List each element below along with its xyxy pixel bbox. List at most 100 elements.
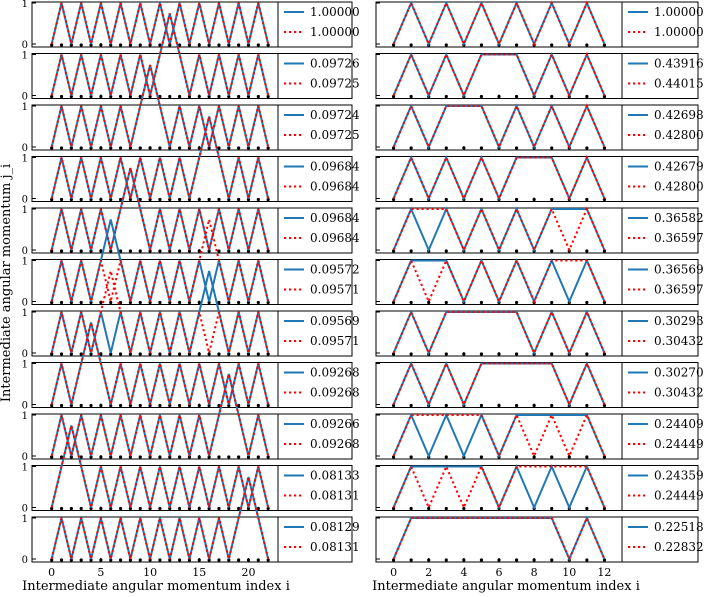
y-tick-label: 0	[22, 555, 28, 566]
index-dot	[178, 506, 182, 511]
index-dot	[444, 94, 448, 99]
series-line-dotted	[392, 154, 606, 202]
index-dot	[514, 300, 519, 305]
index-dot	[207, 197, 211, 202]
legend-frame	[621, 1, 699, 48]
index-dot	[158, 146, 162, 150]
index-dot	[427, 558, 431, 562]
index-dot	[237, 506, 241, 511]
index-dot	[178, 94, 182, 99]
index-dot	[50, 249, 54, 253]
legend-label-solid: 0.22518	[654, 520, 704, 534]
index-dot	[79, 43, 83, 47]
legend-label-dotted: 0.42800	[654, 180, 704, 194]
index-dot	[585, 558, 589, 562]
index-dot	[50, 352, 54, 356]
index-dot	[217, 352, 221, 356]
index-dot	[409, 94, 413, 99]
index-dot	[550, 43, 554, 47]
index-dot	[237, 197, 241, 202]
index-dot	[158, 352, 162, 356]
index-dot	[237, 249, 241, 253]
index-dot	[50, 197, 54, 202]
y-tick-label: 0	[22, 452, 28, 463]
index-dot	[158, 197, 162, 202]
index-dot	[217, 43, 221, 47]
index-dot	[217, 249, 221, 253]
index-dot	[444, 300, 448, 305]
index-dot	[197, 300, 201, 305]
index-dot	[462, 146, 466, 150]
index-dot	[50, 146, 54, 150]
index-dot	[444, 352, 448, 356]
index-dot	[79, 146, 83, 150]
index-dot	[514, 43, 519, 47]
right-x-axis-label: Intermediate angular momentum index i	[372, 579, 640, 594]
y-tick-label: 1	[22, 308, 28, 319]
y-tick-label: 1	[22, 0, 28, 10]
index-dot	[409, 455, 413, 459]
index-dot	[59, 506, 64, 511]
series-line-solid	[50, 476, 270, 560]
index-dot	[444, 403, 448, 408]
index-dot	[138, 249, 142, 253]
legend-label-dotted: 0.09571	[310, 283, 360, 297]
index-dot	[497, 558, 501, 562]
index-dot	[409, 146, 413, 150]
legend-label-solid: 0.09569	[310, 314, 360, 328]
x-tick-label: 4	[460, 566, 467, 579]
y-tick-label: 1	[22, 102, 28, 113]
index-dot	[138, 558, 142, 562]
legend-label-solid: 0.30293	[654, 314, 704, 328]
index-dot	[479, 403, 484, 408]
legend-label-solid: 0.09268	[310, 366, 360, 380]
y-tick-label: 0	[22, 143, 28, 154]
legend-frame	[277, 362, 353, 408]
index-dot	[266, 197, 270, 202]
legend-frame	[621, 207, 699, 254]
index-dot	[585, 352, 589, 356]
legend-label-solid: 0.08133	[310, 469, 360, 483]
index-dot	[118, 403, 123, 408]
legend-label-dotted: 0.36597	[654, 283, 704, 297]
y-axis-label: Intermediate angular momentum j_i	[0, 164, 14, 402]
index-dot	[256, 403, 260, 408]
index-dot	[444, 558, 448, 562]
index-dot	[532, 197, 536, 202]
series-line-solid	[50, 270, 270, 354]
index-dot	[462, 506, 466, 511]
index-dot	[217, 94, 221, 99]
index-dot	[266, 506, 270, 511]
index-dot	[50, 506, 54, 511]
legend-label-solid: 0.42698	[654, 108, 704, 122]
index-dot	[197, 197, 201, 202]
legend-label-dotted: 0.24449	[654, 489, 704, 503]
legend-frame	[621, 259, 699, 305]
panel-right-10: 0.22518 0.22832 0 2 4 6 8 10 12	[375, 515, 704, 579]
index-dot	[59, 43, 64, 47]
index-dot	[138, 506, 142, 511]
index-dot	[197, 352, 201, 356]
index-dot	[585, 94, 589, 99]
index-dot	[197, 43, 201, 47]
x-tick-label: 8	[531, 566, 538, 579]
index-dot	[168, 94, 172, 99]
legend-frame	[621, 53, 699, 99]
index-dot	[178, 146, 182, 150]
index-dot	[532, 558, 536, 562]
index-dot	[567, 455, 571, 459]
legend-label-dotted: 0.22832	[654, 540, 704, 554]
y-tick-label: 0	[22, 246, 28, 257]
index-dot	[217, 146, 221, 150]
x-tick-label: 2	[425, 566, 432, 579]
legend-frame	[277, 465, 353, 511]
index-dot	[514, 455, 519, 459]
index-dot	[237, 352, 241, 356]
index-dot	[550, 506, 554, 511]
index-dot	[197, 506, 201, 511]
index-dot	[479, 146, 484, 150]
